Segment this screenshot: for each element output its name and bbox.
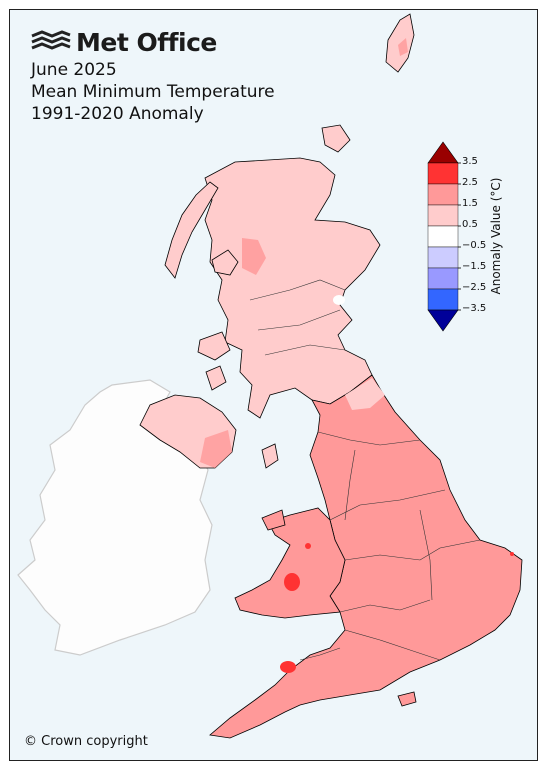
colorbar-tick: −2.5 [462, 282, 487, 293]
england [209, 374, 523, 739]
colorbar-label: Anomaly Value (°C) [489, 177, 503, 295]
colorbar-tick: −0.5 [462, 240, 487, 251]
colorbar-tick: −3.5 [462, 303, 487, 314]
colorbar-tick: 3.5 [462, 156, 478, 167]
anglesey [261, 509, 286, 531]
northern-ireland-warm-patch [200, 430, 232, 468]
shetland-warm [398, 38, 408, 56]
colorbar-bin-neg0.5-0.5 [427, 225, 459, 248]
colorbar-bin-neg2.5-neg1.5 [427, 267, 459, 290]
shetland [385, 13, 415, 73]
brand-name: Met Office [76, 28, 217, 57]
scotland-cool-spot [333, 295, 345, 305]
wales-hotspot [284, 573, 300, 591]
islay [205, 365, 227, 391]
colorbar-bin-2.5-3.5 [427, 162, 459, 185]
colorbar-bin-0.5-1.5 [427, 204, 459, 227]
colorbar-tick: 1.5 [462, 198, 478, 209]
northumberland-lighter [345, 378, 385, 410]
colorbar-under-triangle [427, 309, 459, 332]
scotland-nw-warm-patch [242, 238, 266, 275]
isle-of-man [261, 443, 279, 469]
colorbar-tick: −1.5 [462, 261, 487, 272]
colorbar-bin-neg3.5-neg2.5 [427, 288, 459, 311]
colorbar-tick: 2.5 [462, 177, 478, 188]
wales [234, 507, 346, 619]
title-baseline: 1991-2020 Anomaly [31, 104, 204, 124]
mull [197, 331, 231, 361]
colorbar-bin-neg1.5-neg0.5 [427, 246, 459, 269]
orkney [321, 124, 351, 153]
devon-hotspot [280, 661, 296, 673]
scotland-mainland [204, 157, 381, 419]
colorbar-bin-1.5-2.5 [427, 183, 459, 206]
region-boundaries [249, 279, 481, 661]
skye [211, 249, 239, 276]
wales-small-hotspot [305, 543, 311, 549]
outer-hebrides [164, 181, 219, 279]
copyright-notice: © Crown copyright [24, 734, 148, 749]
met-office-logo: Met Office [70, 28, 217, 57]
norfolk-hotspot [510, 552, 514, 556]
colorbar [427, 141, 461, 332]
met-office-logo-icon [31, 30, 71, 50]
colorbar-over-triangle [427, 141, 459, 164]
title-variable: Mean Minimum Temperature [31, 82, 275, 102]
title-month: June 2025 [31, 60, 117, 80]
colorbar-tick: 0.5 [462, 219, 478, 230]
isle-of-wight [397, 691, 417, 707]
